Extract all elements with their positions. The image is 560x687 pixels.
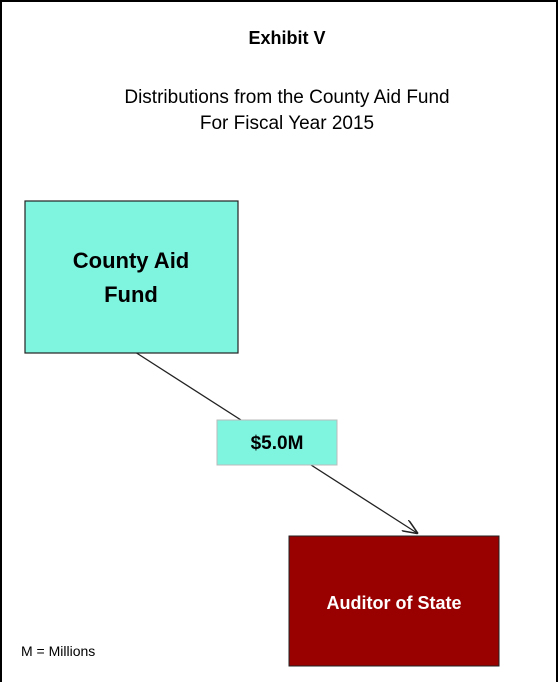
- footnote: M = Millions: [21, 643, 95, 659]
- node-box: [288, 535, 500, 667]
- node-label: County Aid: [73, 248, 190, 273]
- subtitle: For Fiscal Year 2015: [200, 113, 374, 134]
- node-label: Auditor of State: [327, 593, 462, 613]
- subtitle: Distributions from the County Aid Fund: [124, 87, 449, 108]
- node-label: Fund: [104, 282, 158, 307]
- title: Exhibit V: [248, 28, 325, 48]
- edge-label: $5.0M: [251, 433, 304, 454]
- edge-label-box: [216, 419, 338, 466]
- node-box: [24, 200, 239, 354]
